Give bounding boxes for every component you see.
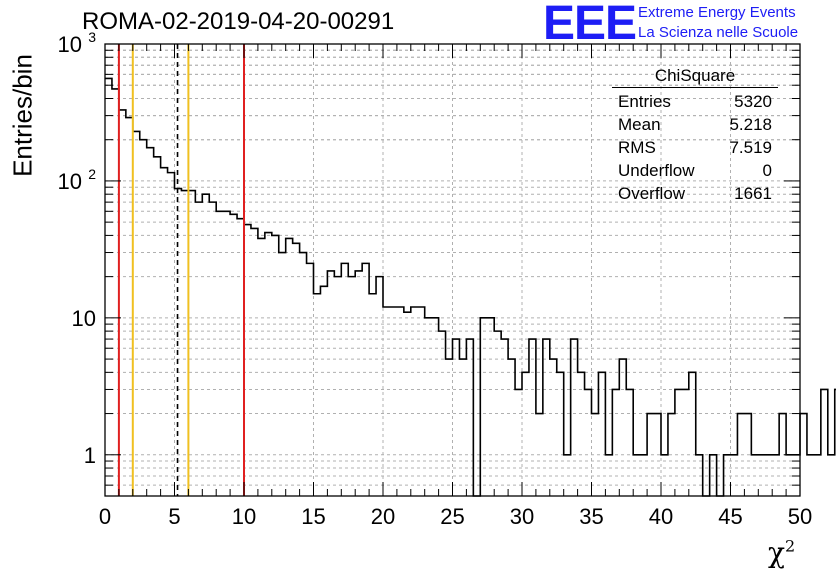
stats-value: 1661 bbox=[734, 184, 772, 203]
stats-box-title: ChiSquare bbox=[612, 66, 778, 88]
stats-value: 7.519 bbox=[729, 138, 772, 157]
stats-label: Underflow bbox=[618, 161, 695, 180]
x-tick-label: 10 bbox=[232, 504, 256, 529]
stats-label: Overflow bbox=[618, 184, 686, 203]
x-tick-label: 35 bbox=[579, 504, 603, 529]
stats-row-mean: Mean 5.218 bbox=[612, 113, 778, 136]
x-tick-label: 20 bbox=[371, 504, 395, 529]
x-tick-label: 15 bbox=[301, 504, 325, 529]
stats-row-rms: RMS 7.519 bbox=[612, 136, 778, 159]
stats-value: 0 bbox=[762, 161, 772, 180]
eee-logo: EEE bbox=[543, 0, 637, 50]
stats-box: ChiSquare Entries 5320 Mean 5.218 RMS 7.519… bbox=[612, 66, 778, 205]
x-axis-label-sup: 2 bbox=[784, 536, 796, 556]
y-tick-label: 10 bbox=[58, 169, 82, 194]
stats-label: RMS bbox=[618, 138, 656, 157]
stats-row-entries: Entries 5320 bbox=[612, 90, 778, 113]
histogram-steps bbox=[105, 77, 836, 497]
chart-title: ROMA-02-2019-04-20-00291 bbox=[82, 8, 395, 35]
y-tick-label: 10 bbox=[58, 32, 82, 57]
x-axis-label-base: χ bbox=[768, 536, 785, 569]
y-tick-label-exponent: 2 bbox=[88, 166, 96, 182]
x-tick-label: 0 bbox=[99, 504, 111, 529]
y-tick-label: 1 bbox=[84, 443, 96, 468]
x-tick-label: 30 bbox=[510, 504, 534, 529]
stats-value: 5.218 bbox=[729, 115, 772, 134]
stats-label: Mean bbox=[618, 115, 661, 134]
x-axis-label: χ2 bbox=[768, 536, 795, 569]
stats-row-underflow: Underflow 0 bbox=[612, 159, 778, 182]
stats-label: Entries bbox=[618, 92, 671, 111]
y-tick-label-exponent: 3 bbox=[88, 29, 96, 45]
x-tick-label: 25 bbox=[440, 504, 464, 529]
stats-value: 5320 bbox=[734, 92, 772, 111]
x-tick-label: 45 bbox=[718, 504, 742, 529]
x-tick-label: 50 bbox=[788, 504, 812, 529]
logo-line-2: La Scienza nelle Scuole bbox=[638, 24, 799, 41]
logo-line-1: Extreme Energy Events bbox=[638, 4, 796, 21]
stats-row-overflow: Overflow 1661 bbox=[612, 182, 778, 205]
y-axis-label: Entries/bin bbox=[7, 54, 38, 177]
x-tick-label: 5 bbox=[168, 504, 180, 529]
x-tick-label: 40 bbox=[649, 504, 673, 529]
y-tick-label: 10 bbox=[72, 306, 96, 331]
